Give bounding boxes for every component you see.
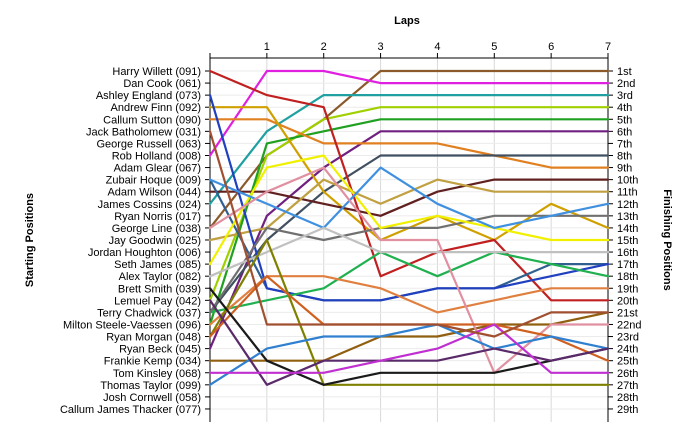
finish-position-label: 21st	[617, 307, 638, 319]
start-position-label: George Russell (063)	[96, 138, 201, 150]
start-position-label: Milton Steele-Vaessen (096)	[63, 319, 201, 331]
start-position-label: Zubair Hoque (009)	[106, 175, 201, 187]
series-line-21	[208, 226, 610, 278]
start-position-label: Brett Smith (039)	[118, 283, 201, 295]
start-position-label: Ryan Norris (017)	[114, 211, 201, 223]
finish-position-label: 8th	[617, 150, 632, 162]
start-position-label: Harry Willett (091)	[112, 66, 201, 78]
x-tick-label: 6	[548, 41, 554, 53]
series-line-11	[208, 178, 610, 242]
finish-position-label: 2nd	[617, 78, 635, 90]
finish-position-label: 24th	[617, 344, 638, 356]
start-position-label: Lemuel Pay (042)	[114, 295, 201, 307]
start-position-label: Josh Cornwell (058)	[103, 392, 201, 404]
start-position-label: Ryan Beck (045)	[119, 344, 201, 356]
start-position-label: Jordan Houghton (006)	[88, 247, 201, 259]
series-line-16	[208, 214, 610, 314]
start-position-label: Andrew Finn (092)	[111, 102, 202, 114]
finish-position-label: 10th	[617, 175, 638, 187]
series-layer	[208, 69, 610, 386]
finish-position-label: 3rd	[617, 90, 633, 102]
finish-position-label: 19th	[617, 283, 638, 295]
finish-position-label: 26th	[617, 368, 638, 380]
series-line-8	[208, 154, 610, 314]
x-tick-label: 5	[491, 41, 497, 53]
start-position-label: Frankie Kemp (034)	[104, 356, 201, 368]
series-line-2	[208, 69, 610, 157]
finish-position-label: 7th	[617, 138, 632, 150]
finish-position-label: 20th	[617, 295, 638, 307]
start-position-label: Jack Batholomew (031)	[86, 126, 201, 138]
series-line-25	[208, 287, 610, 386]
start-position-label: Ashley England (073)	[96, 90, 201, 102]
finish-position-label: 27th	[617, 380, 638, 392]
finish-position-label: 25th	[617, 356, 638, 368]
start-position-label: Ryan Morgan (048)	[106, 332, 201, 344]
finish-position-label: 12th	[617, 199, 638, 211]
series-line-4	[208, 106, 610, 302]
finish-position-label: 18th	[617, 271, 638, 283]
start-position-label: Tom Kinsley (068)	[113, 368, 201, 380]
finish-position-label: 23rd	[617, 332, 639, 344]
x-tick-labels: 1 2 3 4 5 6 7	[264, 41, 611, 53]
finish-position-label: 9th	[617, 163, 632, 175]
finish-position-label: 17th	[617, 259, 638, 271]
finish-position-label: 29th	[617, 404, 638, 416]
y-axis-title-left: Starting Positions	[24, 193, 36, 287]
start-position-label: Terry Chadwick (037)	[97, 307, 201, 319]
finish-position-label: 1st	[617, 66, 632, 78]
series-line-28	[208, 323, 610, 374]
start-position-label: Adam Glear (067)	[114, 163, 201, 175]
x-tick-label: 4	[434, 41, 440, 53]
start-position-label: Callum Sutton (090)	[103, 114, 201, 126]
series-line-14	[208, 93, 610, 302]
series-line-15	[208, 251, 610, 314]
start-position-label: Adam Wilson (044)	[107, 187, 201, 199]
series-line-7	[208, 118, 610, 169]
start-position-label: Callum James Thacker (077)	[60, 404, 201, 416]
start-position-label: Alex Taylor (082)	[119, 271, 201, 283]
start-position-label: Rob Holland (008)	[112, 150, 201, 162]
series-line-3	[208, 93, 610, 205]
series-line-5	[208, 118, 610, 326]
x-tick-label: 7	[605, 41, 611, 53]
x-axis-title: Laps	[394, 15, 420, 27]
series-line-20	[208, 311, 610, 362]
series-line-19	[208, 275, 610, 326]
finish-position-label: 11th	[617, 187, 638, 199]
finish-position-label: 15th	[617, 235, 638, 247]
finish-position-label: 13th	[617, 211, 638, 223]
finish-position-label: 22nd	[617, 319, 641, 331]
series-line-29	[208, 130, 610, 338]
series-line-18	[208, 166, 610, 229]
series-line-26	[208, 323, 610, 386]
series-line-10	[208, 178, 610, 217]
finishing-position-labels: 1st2nd3rd4th5th6th7th8th9th10th11th12th1…	[617, 66, 641, 416]
start-position-label: Thomas Taylor (099)	[100, 380, 201, 392]
start-position-label: Dan Cook (061)	[123, 78, 201, 90]
y-axis-title-right: Finishing Positions	[661, 189, 673, 290]
start-position-label: Jay Goodwin (025)	[109, 235, 201, 247]
finish-position-label: 4th	[617, 102, 632, 114]
start-position-label: James Cossins (024)	[98, 199, 201, 211]
finish-position-label: 6th	[617, 126, 632, 138]
series-line-22	[208, 238, 610, 386]
x-tick-label: 3	[378, 41, 384, 53]
series-line-27	[208, 299, 610, 386]
finish-position-label: 16th	[617, 247, 638, 259]
starting-position-labels: Harry Willett (091)Dan Cook (061)Ashley …	[60, 66, 201, 416]
series-line-23	[208, 166, 610, 374]
finish-position-label: 28th	[617, 392, 638, 404]
finish-position-label: 14th	[617, 223, 638, 235]
series-line-17	[208, 154, 610, 266]
finish-position-label: 5th	[617, 114, 632, 126]
x-tick-label: 2	[321, 41, 327, 53]
start-position-label: George Line (038)	[112, 223, 201, 235]
start-position-label: Seth James (085)	[114, 259, 201, 271]
x-tick-label: 1	[264, 41, 270, 53]
